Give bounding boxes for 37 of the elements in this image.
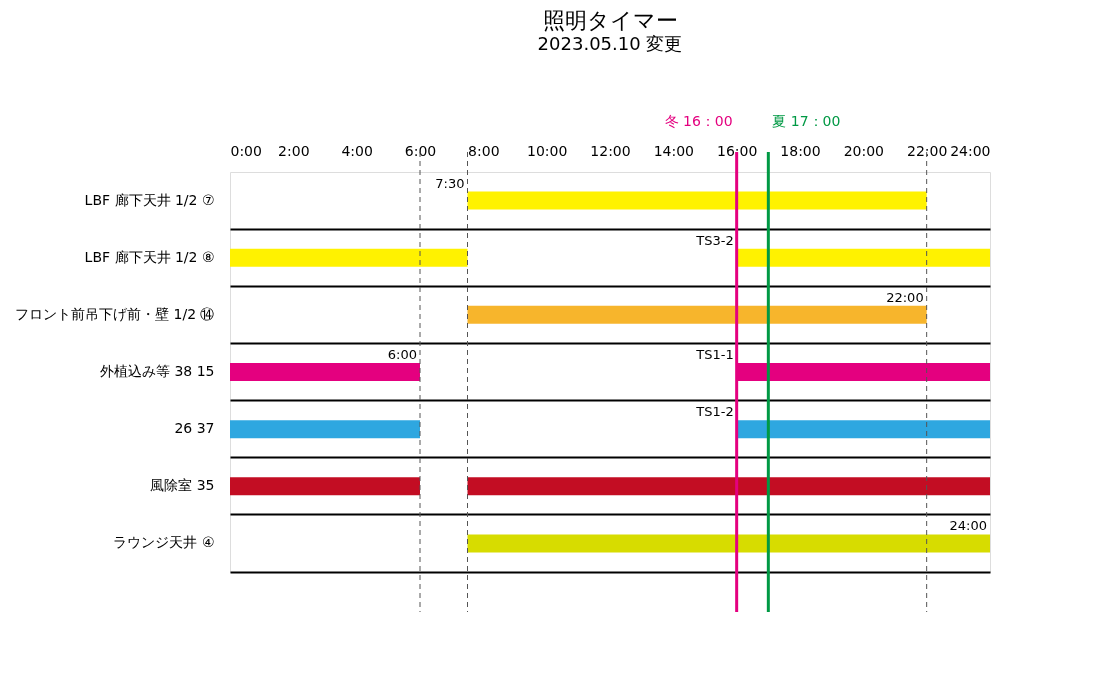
x-tick-label: 20:00 [843,142,885,159]
x-tick-label: 6:00 [404,142,437,159]
bar [467,477,990,496]
y-tick-label: 外植込み等 38 15 [99,363,215,379]
x-tick-label: 8:00 [468,142,500,159]
y-tick-label: ラウンジ天井 ④ [113,534,215,551]
ref-line-label: 夏 17：00 [772,113,841,129]
x-tick-label: 24:00 [950,142,991,159]
x-tick-label: 10:00 [526,142,568,159]
x-tick-label: 4:00 [341,142,373,159]
y-tick-label: フロント前吊下げ前・壁 1/2 ⑭ [15,305,215,322]
annotation: 22:00 [886,289,924,305]
bar [467,191,927,210]
annotation: TS1-2 [695,404,734,420]
annotation: TS3-2 [695,232,734,248]
x-tick-label: 14:00 [653,142,695,159]
y-tick-label: LBF 廊下天井 1/2 ⑧ [84,248,215,265]
x-tick-label: 0:00 [230,142,262,159]
y-tick-label: 風除室 35 [150,477,215,494]
x-tick-label: 16:00 [716,142,758,159]
bar [467,534,990,553]
annotation: 6:00 [387,347,417,362]
y-tick-label: LBF 廊下天井 1/2 ⑦ [84,191,215,208]
x-tick-label: 18:00 [780,142,821,159]
bar [230,248,468,267]
annotation: 24:00 [949,518,987,534]
x-tick-label: 2:00 [278,142,310,159]
bar [736,420,990,439]
bar [467,305,927,324]
annotation: TS1-1 [695,347,734,362]
x-tick-label: 12:00 [590,142,631,159]
annotation: 7:30 [435,175,465,191]
x-tick-label: 22:00 [906,142,948,159]
ref-line-label: 冬 16：00 [664,113,733,129]
y-tick-label: 26 37 [174,420,215,437]
chart-title: 照明タイマー [542,8,678,33]
chart-subtitle: 2023.05.10 変更 [537,33,683,54]
